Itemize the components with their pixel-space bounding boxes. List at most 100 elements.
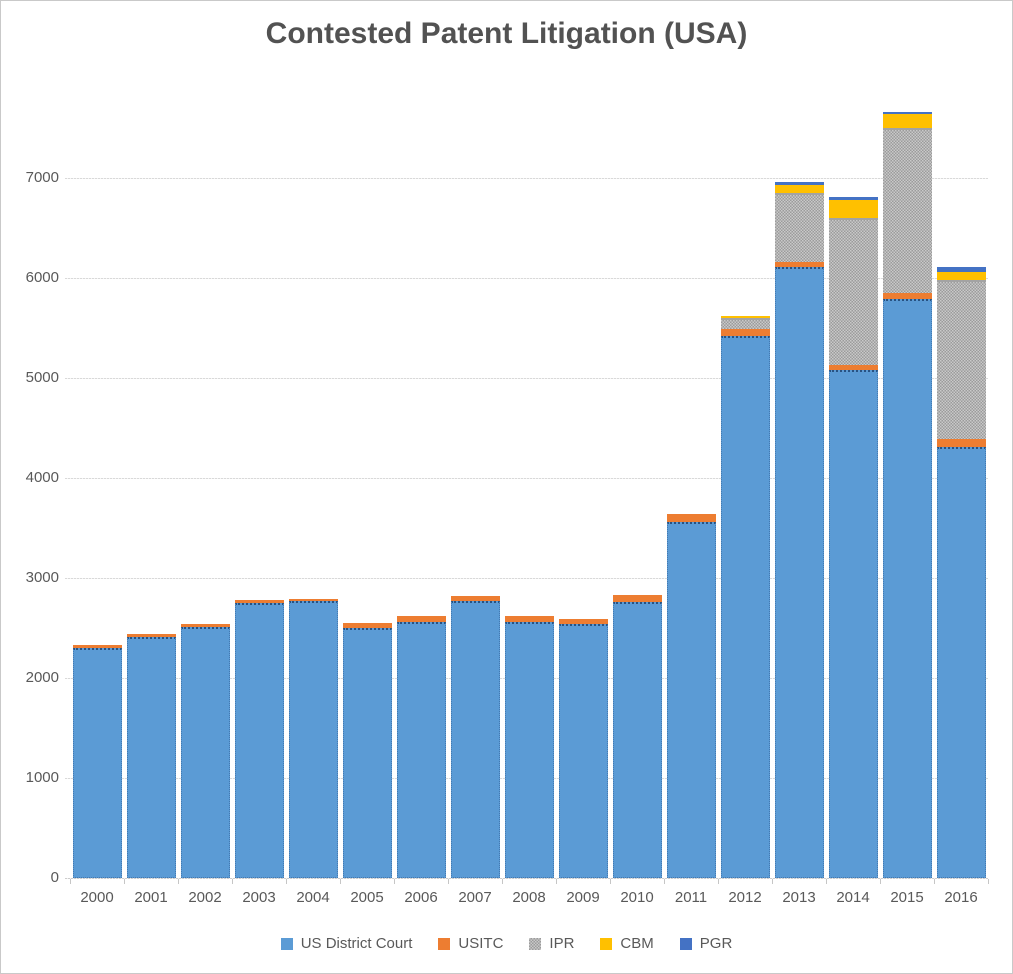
x-axis-label-2007: 2007 (458, 889, 492, 906)
bar-segment-2002-usitc (180, 624, 230, 627)
legend-item-cbm: CBM (600, 935, 654, 952)
bar-segment-2008-us-district-court (504, 621, 554, 878)
bar-segment-2001-usitc (126, 633, 176, 637)
legend-label-cbm: CBM (620, 935, 654, 952)
bar-segment-2010-usitc (612, 595, 662, 602)
y-axis-label-1000: 1000 (25, 769, 59, 786)
x-axis-tick (718, 879, 719, 884)
bar-segment-2016-usitc (936, 438, 986, 447)
bar-segment-2006-usitc (396, 616, 446, 622)
bar-segment-2015-ipr (882, 127, 932, 293)
x-axis-tick (448, 879, 449, 884)
bar-segment-2000-us-district-court (72, 648, 122, 878)
x-axis-label-2010: 2010 (620, 889, 654, 906)
legend: US District Court USITC IPR CBM PGR (1, 935, 1012, 952)
y-axis-label-2000: 2000 (25, 669, 59, 686)
bar-segment-2013-ipr (774, 193, 824, 262)
bar-segment-2014-cbm (828, 199, 878, 218)
bar-segment-2003-usitc (234, 600, 284, 603)
bar-segment-2014-usitc (828, 364, 878, 370)
bar-segment-2009-us-district-court (558, 624, 608, 878)
x-axis-label-2012: 2012 (728, 889, 762, 906)
legend-item-ipr: IPR (529, 935, 574, 952)
bar-segment-2013-usitc (774, 262, 824, 267)
bar-segment-2012-usitc (720, 328, 770, 336)
x-axis-label-2015: 2015 (890, 889, 924, 906)
x-axis-label-2016: 2016 (944, 889, 978, 906)
bar-segment-2005-usitc (342, 623, 392, 628)
legend-swatch-ipr (529, 937, 542, 950)
bar-segment-2013-pgr (774, 182, 824, 185)
bar-segment-2011-usitc (666, 513, 716, 522)
x-axis-tick (232, 879, 233, 884)
chart-title: Contested Patent Litigation (USA) (265, 17, 748, 50)
bar-segment-2010-us-district-court (612, 601, 662, 878)
bar-segment-2012-us-district-court (720, 336, 770, 878)
bar-segment-2016-cbm (936, 271, 986, 280)
x-axis-tick (178, 879, 179, 884)
legend-label-ipr: IPR (549, 935, 575, 952)
bar-segment-2004-usitc (288, 598, 338, 601)
bar-segment-2012-ipr (720, 317, 770, 329)
y-axis-label-4000: 4000 (25, 469, 59, 486)
y-axis-label-5000: 5000 (25, 369, 59, 386)
x-axis-tick (934, 879, 935, 884)
x-axis-label-2005: 2005 (350, 889, 384, 906)
x-axis-tick (502, 879, 503, 884)
y-axis-label-3000: 3000 (25, 569, 59, 586)
bar-segment-2002-us-district-court (180, 627, 230, 878)
x-axis-label-2003: 2003 (242, 889, 276, 906)
legend-swatch-us-district-court (280, 937, 293, 950)
x-axis-tick (988, 879, 989, 884)
bar-segment-2015-pgr (882, 111, 932, 114)
x-axis-label-2001: 2001 (134, 889, 168, 906)
bar-segment-2003-us-district-court (234, 602, 284, 878)
x-axis-tick (610, 879, 611, 884)
bar-segment-2016-pgr (936, 267, 986, 272)
y-axis-label-7000: 7000 (25, 169, 59, 186)
x-axis-tick (772, 879, 773, 884)
x-axis-tick (286, 879, 287, 884)
x-axis-tick (340, 879, 341, 884)
x-axis-label-2013: 2013 (782, 889, 816, 906)
bar-segment-2012-cbm (720, 316, 770, 318)
legend-item-usitc: USITC (438, 935, 503, 952)
bar-segment-2007-usitc (450, 596, 500, 601)
legend-swatch-pgr (679, 937, 692, 950)
bar-segment-2013-cbm (774, 184, 824, 193)
legend-label-pgr: PGR (699, 935, 733, 952)
bar-segment-2004-us-district-court (288, 601, 338, 878)
bar-segment-2015-cbm (882, 114, 932, 128)
legend-swatch-cbm (600, 937, 613, 950)
x-axis-tick (394, 879, 395, 884)
bar-segment-2006-us-district-court (396, 622, 446, 878)
bar-segment-2007-us-district-court (450, 601, 500, 878)
bar-segment-2014-ipr (828, 217, 878, 365)
legend-swatch-usitc (438, 937, 451, 950)
legend-item-us-district-court: US District Court (280, 935, 413, 952)
bar-segment-2011-us-district-court (666, 521, 716, 878)
bar-segment-2001-us-district-court (126, 636, 176, 878)
legend-label-us-district-court: US District Court (300, 935, 413, 952)
bar-segment-2000-usitc (72, 645, 122, 648)
x-axis-tick (70, 879, 71, 884)
bar-segment-2015-usitc (882, 292, 932, 299)
gridline-6000 (65, 278, 988, 279)
bar-segment-2014-us-district-court (828, 370, 878, 878)
x-axis-label-2002: 2002 (188, 889, 222, 906)
x-axis-label-2004: 2004 (296, 889, 330, 906)
gridline-5000 (65, 378, 988, 379)
gridline-7000 (65, 178, 988, 179)
x-axis-tick (880, 879, 881, 884)
x-axis-label-2008: 2008 (512, 889, 546, 906)
bar-segment-2005-us-district-court (342, 627, 392, 878)
x-axis-label-2006: 2006 (404, 889, 438, 906)
bar-segment-2016-us-district-court (936, 447, 986, 878)
x-axis-label-2009: 2009 (566, 889, 600, 906)
legend-label-usitc: USITC (458, 935, 504, 952)
bar-segment-2015-us-district-court (882, 299, 932, 878)
bar-segment-2016-ipr (936, 280, 986, 439)
y-axis-label-6000: 6000 (25, 269, 59, 286)
x-axis-tick (124, 879, 125, 884)
